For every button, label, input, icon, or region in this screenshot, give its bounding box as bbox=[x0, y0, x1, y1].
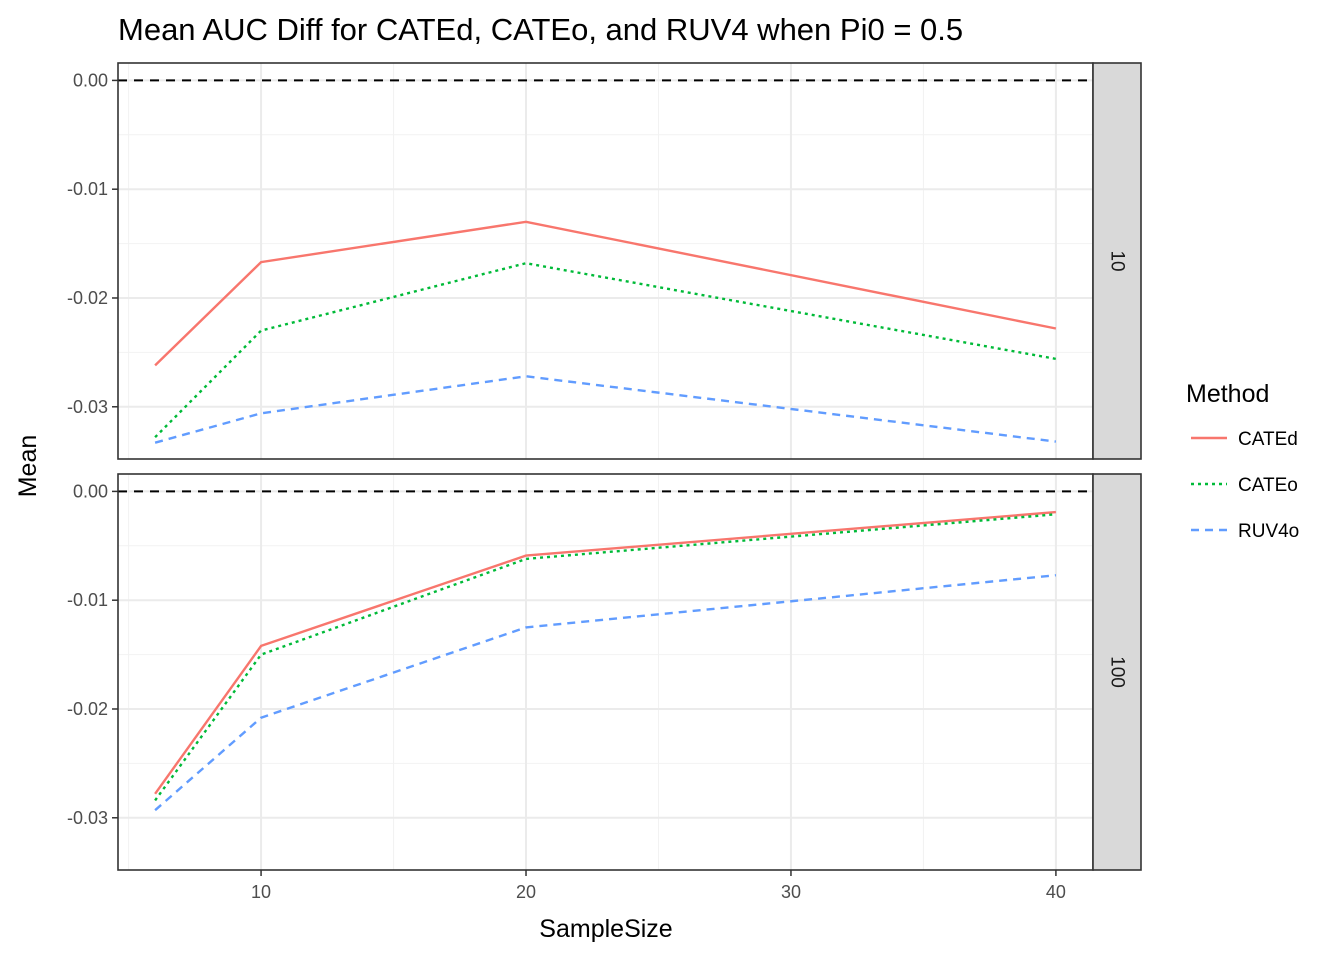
panel-background bbox=[118, 474, 1093, 870]
legend: Method CATEd CATEo RUV4o bbox=[1186, 380, 1299, 542]
facet-strip-label: 100 bbox=[1107, 656, 1128, 688]
chart-title: Mean AUC Diff for CATEd, CATEo, and RUV4… bbox=[118, 12, 963, 47]
y-tick-label: -0.02 bbox=[67, 288, 108, 308]
legend-label-ruv4o: RUV4o bbox=[1238, 521, 1299, 542]
series-line-ruv4o bbox=[154, 574, 1057, 812]
y-axis-title: Mean bbox=[14, 435, 42, 498]
series-line-cated bbox=[154, 220, 1057, 367]
y-tick-label: 0.00 bbox=[73, 481, 108, 501]
x-tick-label: 20 bbox=[516, 882, 536, 902]
y-tick-label: -0.01 bbox=[67, 179, 108, 199]
y-tick-label: 0.00 bbox=[73, 70, 108, 90]
y-tick-label: -0.01 bbox=[67, 590, 108, 610]
legend-label-cated: CATEd bbox=[1238, 429, 1298, 450]
x-tick-label: 40 bbox=[1046, 882, 1066, 902]
x-axis: 10 20 30 40 bbox=[251, 870, 1066, 902]
facet-panel: 0.00 -0.01 -0.02 -0.03 100 bbox=[67, 473, 1142, 871]
y-tick-label: -0.02 bbox=[67, 699, 108, 719]
x-axis-title: SampleSize bbox=[539, 915, 672, 943]
y-tick-label: -0.03 bbox=[67, 808, 108, 828]
y-tick-label: -0.03 bbox=[67, 397, 108, 417]
legend-title: Method bbox=[1186, 380, 1269, 408]
facet-panel: 0.00 -0.01 -0.02 -0.03 10 bbox=[67, 62, 1142, 460]
x-tick-label: 10 bbox=[251, 882, 271, 902]
facet-panels: 0.00 -0.01 -0.02 -0.03 10 0.00 -0.01 -0.02 -0.03… bbox=[67, 62, 1142, 871]
facet-strip bbox=[1092, 473, 1142, 871]
facet-strip bbox=[1092, 62, 1142, 460]
x-tick-label: 30 bbox=[781, 882, 801, 902]
legend-label-cateo: CATEo bbox=[1238, 475, 1298, 496]
panel-background bbox=[118, 63, 1093, 459]
facet-strip-label: 10 bbox=[1107, 250, 1128, 271]
series-line-cated bbox=[154, 510, 1056, 795]
series-line-ruv4o bbox=[154, 375, 1057, 444]
series-line-cateo bbox=[154, 261, 1057, 439]
